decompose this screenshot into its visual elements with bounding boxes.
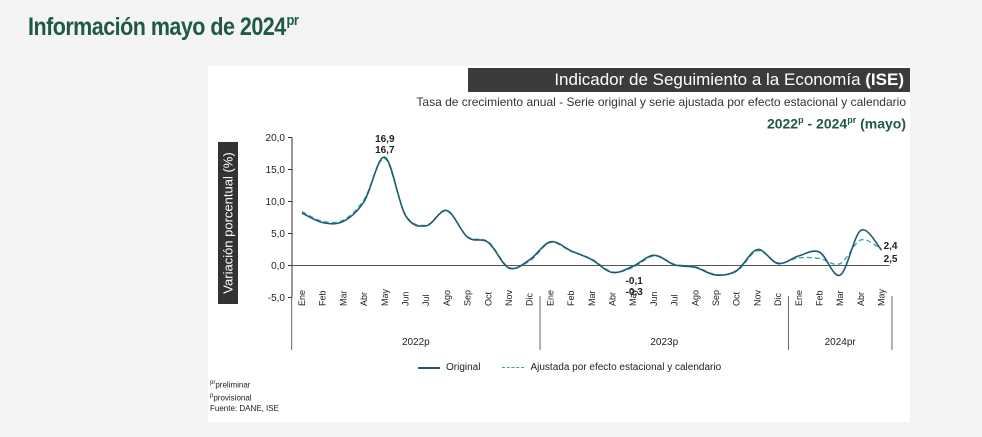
x-tick-label: Feb [815,290,825,306]
x-tick-label: Nov [504,289,514,306]
x-tick-label: Feb [318,290,328,306]
x-tick-label: Jul [421,294,431,306]
year-label: 2024pr [825,337,857,348]
year-label: 2022p [402,337,430,348]
legend-ajustada-swatch [502,367,525,368]
x-tick-label: Jun [401,291,411,306]
label-may2023-ajustada: -0,3 [626,287,644,298]
x-tick-label: Oct [732,291,742,306]
x-tick-label: Feb [566,290,576,306]
x-tick-label: Ene [794,290,804,306]
note-preliminar: prpreliminar [210,380,251,390]
x-tick-label: Ago [442,290,452,306]
x-tick-label: Abr [856,292,866,306]
x-tick-label: Ene [297,290,307,306]
x-tick-label: Mar [835,290,845,306]
note-source: Fuente: DANE, ISE [210,404,279,414]
chart-legend: Original Ajustada por efecto estacional … [418,362,721,373]
x-tick-label: Sep [463,290,473,306]
x-tick-label: May [877,288,887,306]
y-tick-label: 20,0 [266,133,286,144]
legend-ajustada-label: Ajustada por efecto estacional y calenda… [530,362,722,373]
y-tick-label: 15,0 [266,165,286,176]
chart-title: Indicador de Seguimiento a la Economía [554,70,861,89]
x-tick-label: Abr [359,292,369,306]
chart-card: Indicador de Seguimiento a la Economía (… [208,66,910,422]
y-tick-label: 10,0 [266,197,286,208]
series-original-line [301,156,883,277]
year-label: 2023p [650,337,678,348]
y-tick-label: 5,0 [271,229,285,240]
chart-subtitle: Tasa de crecimiento anual - Serie origin… [416,95,906,109]
x-tick-label: Ene [545,290,555,306]
legend-original-label: Original [446,362,481,373]
x-tick-label: Abr [608,292,618,306]
x-tick-label: May [380,288,390,306]
label-may2024-original: 2,4 [884,241,898,252]
label-may2024-ajustada: 2,5 [884,254,898,265]
label-may2022-original: 16,9 [375,134,395,145]
y-tick-label: -5,0 [268,293,286,304]
legend-original-swatch [418,366,440,369]
x-tick-label: Sep [711,290,721,306]
x-tick-label: Nov [752,289,762,306]
chart-notes: prpreliminar pprovisional Fuente: DANE, … [210,378,279,414]
x-tick-label: Jun [649,291,659,306]
x-tick-label: Dic [525,293,535,306]
x-tick-label: May [628,288,638,306]
x-tick-label: Dic [773,293,783,306]
page-title: Información mayo de 2024pr [28,12,299,41]
x-tick-label: Mar [587,290,597,306]
y-tick-label: 0,0 [271,261,285,272]
note-provisional: pprovisional [210,392,252,403]
label-may2023-original: -0,1 [626,276,644,287]
chart-period: 2022p - 2024pr (mayo) [766,115,906,132]
line-chart: 20,0 15,0 10,0 5,0 0,0 -5,0 Ene Feb Mar Abr May Jun… [266,133,898,350]
label-may2022-ajustada: 16,7 [375,145,395,156]
x-tick-label: Ago [690,290,700,306]
y-axis-label-box: Variación porcentual (%) [218,142,238,304]
x-tick-label: Oct [483,291,493,306]
x-tick-label: Jul [670,294,680,306]
chart-title-bold: (ISE) [865,70,904,89]
x-tick-label: Mar [338,290,348,306]
chart-title-banner: Indicador de Seguimiento a la Economía (… [468,68,910,92]
